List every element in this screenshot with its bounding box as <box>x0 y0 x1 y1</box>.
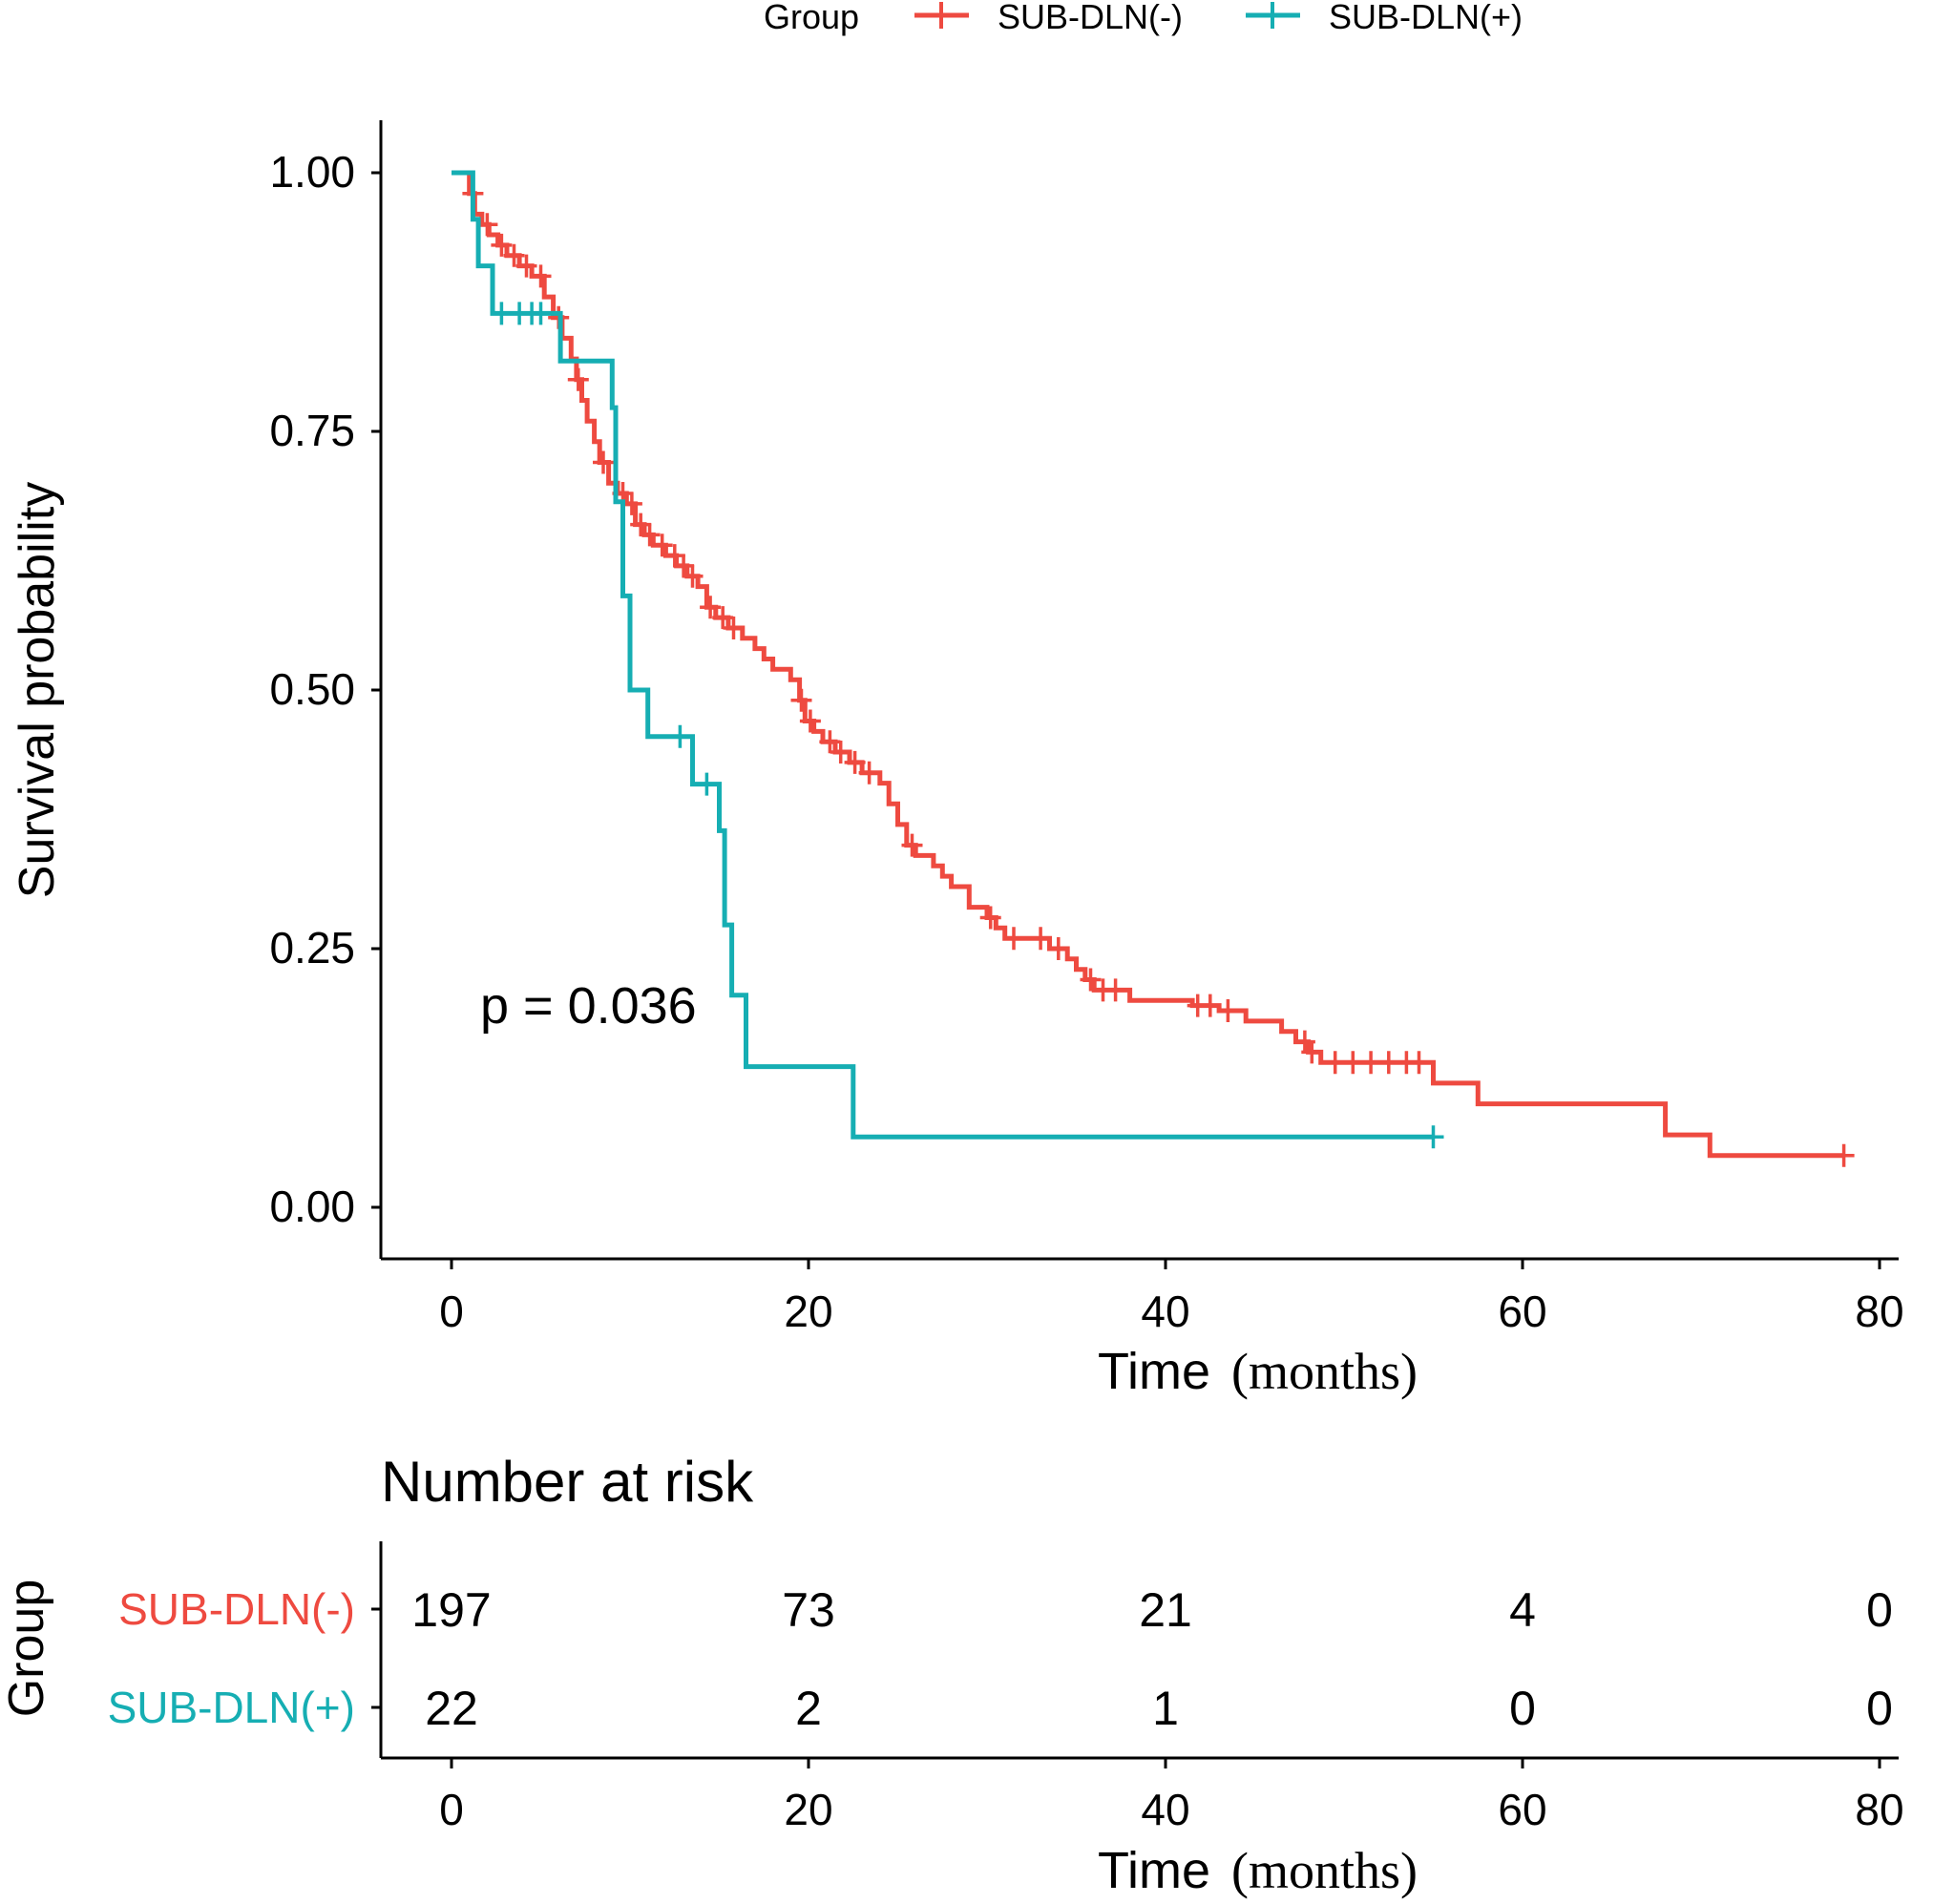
censor-mark-sub-dln-neg <box>830 741 851 764</box>
censor-mark-sub-dln-neg <box>1080 968 1102 992</box>
censor-mark-sub-dln-neg <box>1104 978 1126 1002</box>
censor-mark-sub-dln-neg <box>1047 937 1069 960</box>
censor-mark-sub-dln-neg <box>651 534 673 557</box>
risk-x-tick-label: 40 <box>1141 1785 1189 1834</box>
censor-mark-sub-dln-neg <box>819 730 841 754</box>
risk-x-axis-title: Time (months) <box>1098 1842 1418 1899</box>
risk-x-axis-title-main: Time <box>1098 1842 1210 1899</box>
y-tick-label: 0.25 <box>269 923 355 973</box>
main-plot: 0.00 0.25 0.50 0.75 1.00 0 20 40 60 80 S… <box>10 120 1904 1400</box>
censor-mark-sub-dln-neg <box>1342 1051 1364 1075</box>
risk-table: Number at risk Group SUB-DLN(-) SUB-DLN(… <box>0 1450 1904 1899</box>
risk-row-pos: 22 2 1 0 0 <box>425 1682 1893 1735</box>
risk-x-axis-title-unit: (months) <box>1231 1842 1418 1899</box>
censor-mark-sub-dln-neg <box>901 833 923 857</box>
censor-mark-sub-dln-neg <box>1324 1051 1346 1075</box>
survival-curves <box>452 170 1855 1167</box>
x-axis-ticks: 0 20 40 60 80 <box>439 1259 1904 1336</box>
censor-mark-sub-dln-neg <box>682 564 704 588</box>
risk-count: 4 <box>1509 1583 1536 1637</box>
censor-mark-sub-dln-neg <box>844 750 866 774</box>
risk-count: 0 <box>1509 1682 1536 1735</box>
censor-mark-sub-dln-neg <box>530 264 552 288</box>
survival-line-sub-dln-pos <box>452 170 1434 1140</box>
censor-mark-sub-dln-neg <box>491 233 513 257</box>
censor-mark-sub-dln-neg <box>663 544 685 568</box>
censor-mark-sub-dln-neg <box>639 523 661 547</box>
legend: Group SUB-DLN(-) SUB-DLN(+) <box>764 0 1523 36</box>
risk-x-tick-label: 0 <box>439 1785 464 1834</box>
x-axis-title: Time (months) <box>1098 1343 1418 1400</box>
censor-mark-sub-dln-neg <box>979 906 1001 930</box>
censor-mark-sub-dln-pos <box>530 302 552 325</box>
survival-line-sub-dln-neg <box>452 170 1844 1159</box>
censor-mark-sub-dln-neg <box>723 617 745 639</box>
censor-mark-sub-dln-pos <box>491 302 513 325</box>
risk-count: 0 <box>1866 1682 1893 1735</box>
censor-mark-sub-dln-neg <box>700 596 722 619</box>
risk-row-label-pos: SUB-DLN(+) <box>108 1683 355 1732</box>
censor-mark-sub-dln-neg <box>712 606 734 630</box>
censor-mark-sub-dln-neg <box>790 688 812 712</box>
risk-y-title: Group <box>0 1580 54 1718</box>
censor-mark-sub-dln-neg <box>593 450 614 474</box>
censor-mark-sub-dln-neg <box>515 254 537 278</box>
x-tick-label: 20 <box>784 1287 832 1336</box>
y-axis-ticks: 0.00 0.25 0.50 0.75 1.00 <box>269 147 381 1231</box>
censor-mark-sub-dln-neg <box>799 709 821 733</box>
risk-count: 197 <box>411 1583 491 1637</box>
censor-mark-sub-dln-neg <box>567 367 589 391</box>
risk-x-tick-label: 80 <box>1855 1785 1903 1834</box>
risk-table-title: Number at risk <box>381 1450 754 1514</box>
censor-mark-sub-dln-neg <box>1833 1143 1855 1167</box>
censor-mark-sub-dln-neg <box>1030 927 1052 951</box>
censor-mark-sub-dln-neg <box>1199 994 1221 1017</box>
censor-mark-sub-dln-neg <box>1217 999 1239 1022</box>
y-axis-title: Survival probability <box>10 482 65 898</box>
p-value-annotation: p = 0.036 <box>480 977 697 1035</box>
legend-label-pos: SUB-DLN(+) <box>1329 0 1523 36</box>
censor-mark-sub-dln-pos <box>1422 1125 1444 1149</box>
censor-mark-sub-dln-neg <box>503 243 525 267</box>
risk-x-axis-ticks: 0 20 40 60 80 <box>439 1758 1904 1834</box>
risk-x-tick-label: 60 <box>1498 1785 1546 1834</box>
censor-mark-sub-dln-pos <box>696 772 718 796</box>
x-axis-title-main: Time <box>1098 1343 1210 1400</box>
censor-mark-sub-dln-neg <box>1377 1051 1399 1075</box>
risk-count: 22 <box>425 1682 478 1735</box>
risk-count: 1 <box>1152 1682 1179 1735</box>
risk-row-label-neg: SUB-DLN(-) <box>118 1584 355 1634</box>
risk-count: 73 <box>782 1583 835 1637</box>
x-tick-label: 60 <box>1498 1287 1546 1336</box>
y-tick-label: 0.75 <box>269 406 355 455</box>
risk-count: 0 <box>1866 1583 1893 1637</box>
risk-count: 21 <box>1139 1583 1192 1637</box>
x-tick-label: 80 <box>1855 1287 1903 1336</box>
x-tick-label: 40 <box>1141 1287 1189 1336</box>
risk-count: 2 <box>795 1682 822 1735</box>
risk-x-tick-label: 20 <box>784 1785 832 1834</box>
censor-mark-sub-dln-pos <box>669 724 691 748</box>
legend-title: Group <box>764 0 859 36</box>
y-tick-label: 1.00 <box>269 147 355 197</box>
censor-mark-sub-dln-neg <box>1301 1040 1323 1064</box>
censor-mark-sub-dln-neg <box>858 761 880 785</box>
censor-mark-sub-dln-neg <box>1003 927 1024 951</box>
risk-row-neg: 197 73 21 4 0 <box>411 1583 1893 1637</box>
y-tick-label: 0.00 <box>269 1182 355 1231</box>
censor-mark-sub-dln-neg <box>1360 1051 1382 1075</box>
y-tick-label: 0.50 <box>269 664 355 714</box>
censor-mark-sub-dln-neg <box>673 554 695 577</box>
censor-mark-sub-dln-neg <box>1408 1051 1430 1075</box>
x-axis-title-unit: (months) <box>1231 1343 1418 1400</box>
x-tick-label: 0 <box>439 1287 464 1336</box>
censor-mark-sub-dln-neg <box>630 513 652 536</box>
legend-label-neg: SUB-DLN(-) <box>998 0 1183 36</box>
